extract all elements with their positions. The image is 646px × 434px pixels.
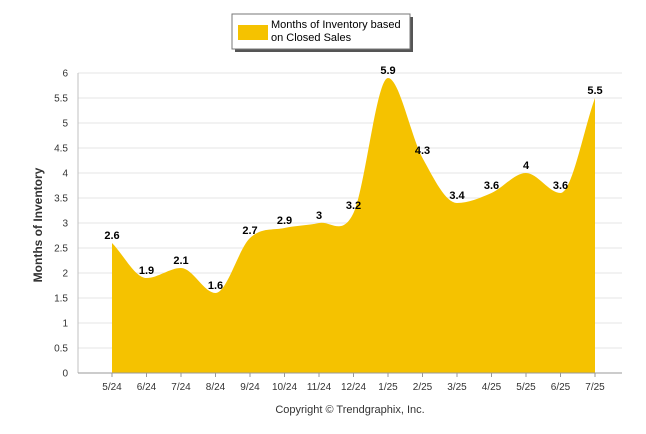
y-axis-title: Months of Inventory — [31, 167, 45, 282]
data-area — [112, 78, 595, 373]
y-tick-label: 2.5 — [54, 244, 68, 255]
legend: Months of Inventory based on Closed Sale… — [231, 13, 413, 52]
data-label: 2.9 — [277, 215, 292, 227]
y-tick-label: 6 — [62, 69, 68, 80]
data-label: 4 — [523, 160, 530, 172]
y-tick-label: 3 — [62, 219, 68, 230]
copyright-text: Copyright © Trendgraphix, Inc. — [275, 404, 424, 416]
x-tick-label: 2/25 — [413, 382, 433, 393]
x-tick-label: 10/24 — [272, 382, 297, 393]
y-axis-ticks: 0 0.5 1 1.5 2 2.5 3 3.5 4 4.5 5 5.5 6 — [54, 69, 68, 380]
y-tick-label: 1.5 — [54, 294, 68, 305]
data-label: 3 — [316, 210, 322, 222]
axes — [77, 73, 622, 374]
y-tick-label: 4.5 — [54, 144, 68, 155]
x-tick-label: 6/24 — [137, 382, 157, 393]
data-label: 2.1 — [173, 255, 188, 267]
y-tick-label: 1 — [62, 319, 68, 330]
x-axis-ticks: 5/24 6/24 7/24 8/24 9/24 10/24 11/24 12/24 1/25 2… — [102, 373, 605, 393]
x-tick-label: 4/25 — [482, 382, 502, 393]
y-tick-label: 5.5 — [54, 94, 68, 105]
legend-label-line-1: Months of Inventory based — [271, 19, 401, 31]
data-label: 4.3 — [415, 145, 430, 157]
x-tick-label: 5/24 — [102, 382, 122, 393]
data-label: 3.2 — [346, 200, 361, 212]
data-label: 5.5 — [587, 85, 602, 97]
data-label: 3.6 — [484, 180, 499, 192]
y-tick-label: 2 — [62, 269, 68, 280]
data-label: 5.9 — [380, 65, 395, 77]
x-tick-label: 5/25 — [516, 382, 536, 393]
x-tick-label: 3/25 — [447, 382, 467, 393]
x-tick-label: 6/25 — [551, 382, 571, 393]
x-tick-label: 11/24 — [307, 382, 332, 393]
legend-swatch — [238, 25, 268, 40]
data-label: 1.6 — [208, 280, 223, 292]
x-tick-label: 9/24 — [240, 382, 260, 393]
data-label: 2.7 — [242, 225, 257, 237]
data-label: 1.9 — [139, 265, 154, 277]
data-label: 2.6 — [104, 230, 119, 242]
y-tick-label: 0.5 — [54, 344, 68, 355]
y-tick-label: 5 — [62, 119, 68, 130]
x-tick-label: 7/25 — [585, 382, 605, 393]
legend-label-line-2: on Closed Sales — [271, 32, 352, 44]
data-labels: 2.6 1.9 2.1 1.6 2.7 2.9 3 3.2 5.9 4.3 3.4 3.6 4 3.6 5.… — [104, 65, 602, 292]
x-tick-label: 8/24 — [206, 382, 226, 393]
data-label: 3.4 — [449, 190, 465, 202]
series-area — [112, 78, 595, 373]
y-tick-label: 4 — [62, 169, 68, 180]
data-label: 3.6 — [553, 180, 568, 192]
x-tick-label: 7/24 — [171, 382, 191, 393]
x-tick-label: 12/24 — [341, 382, 366, 393]
y-tick-label: 0 — [62, 369, 68, 380]
y-tick-label: 3.5 — [54, 194, 68, 205]
x-tick-label: 1/25 — [378, 382, 398, 393]
